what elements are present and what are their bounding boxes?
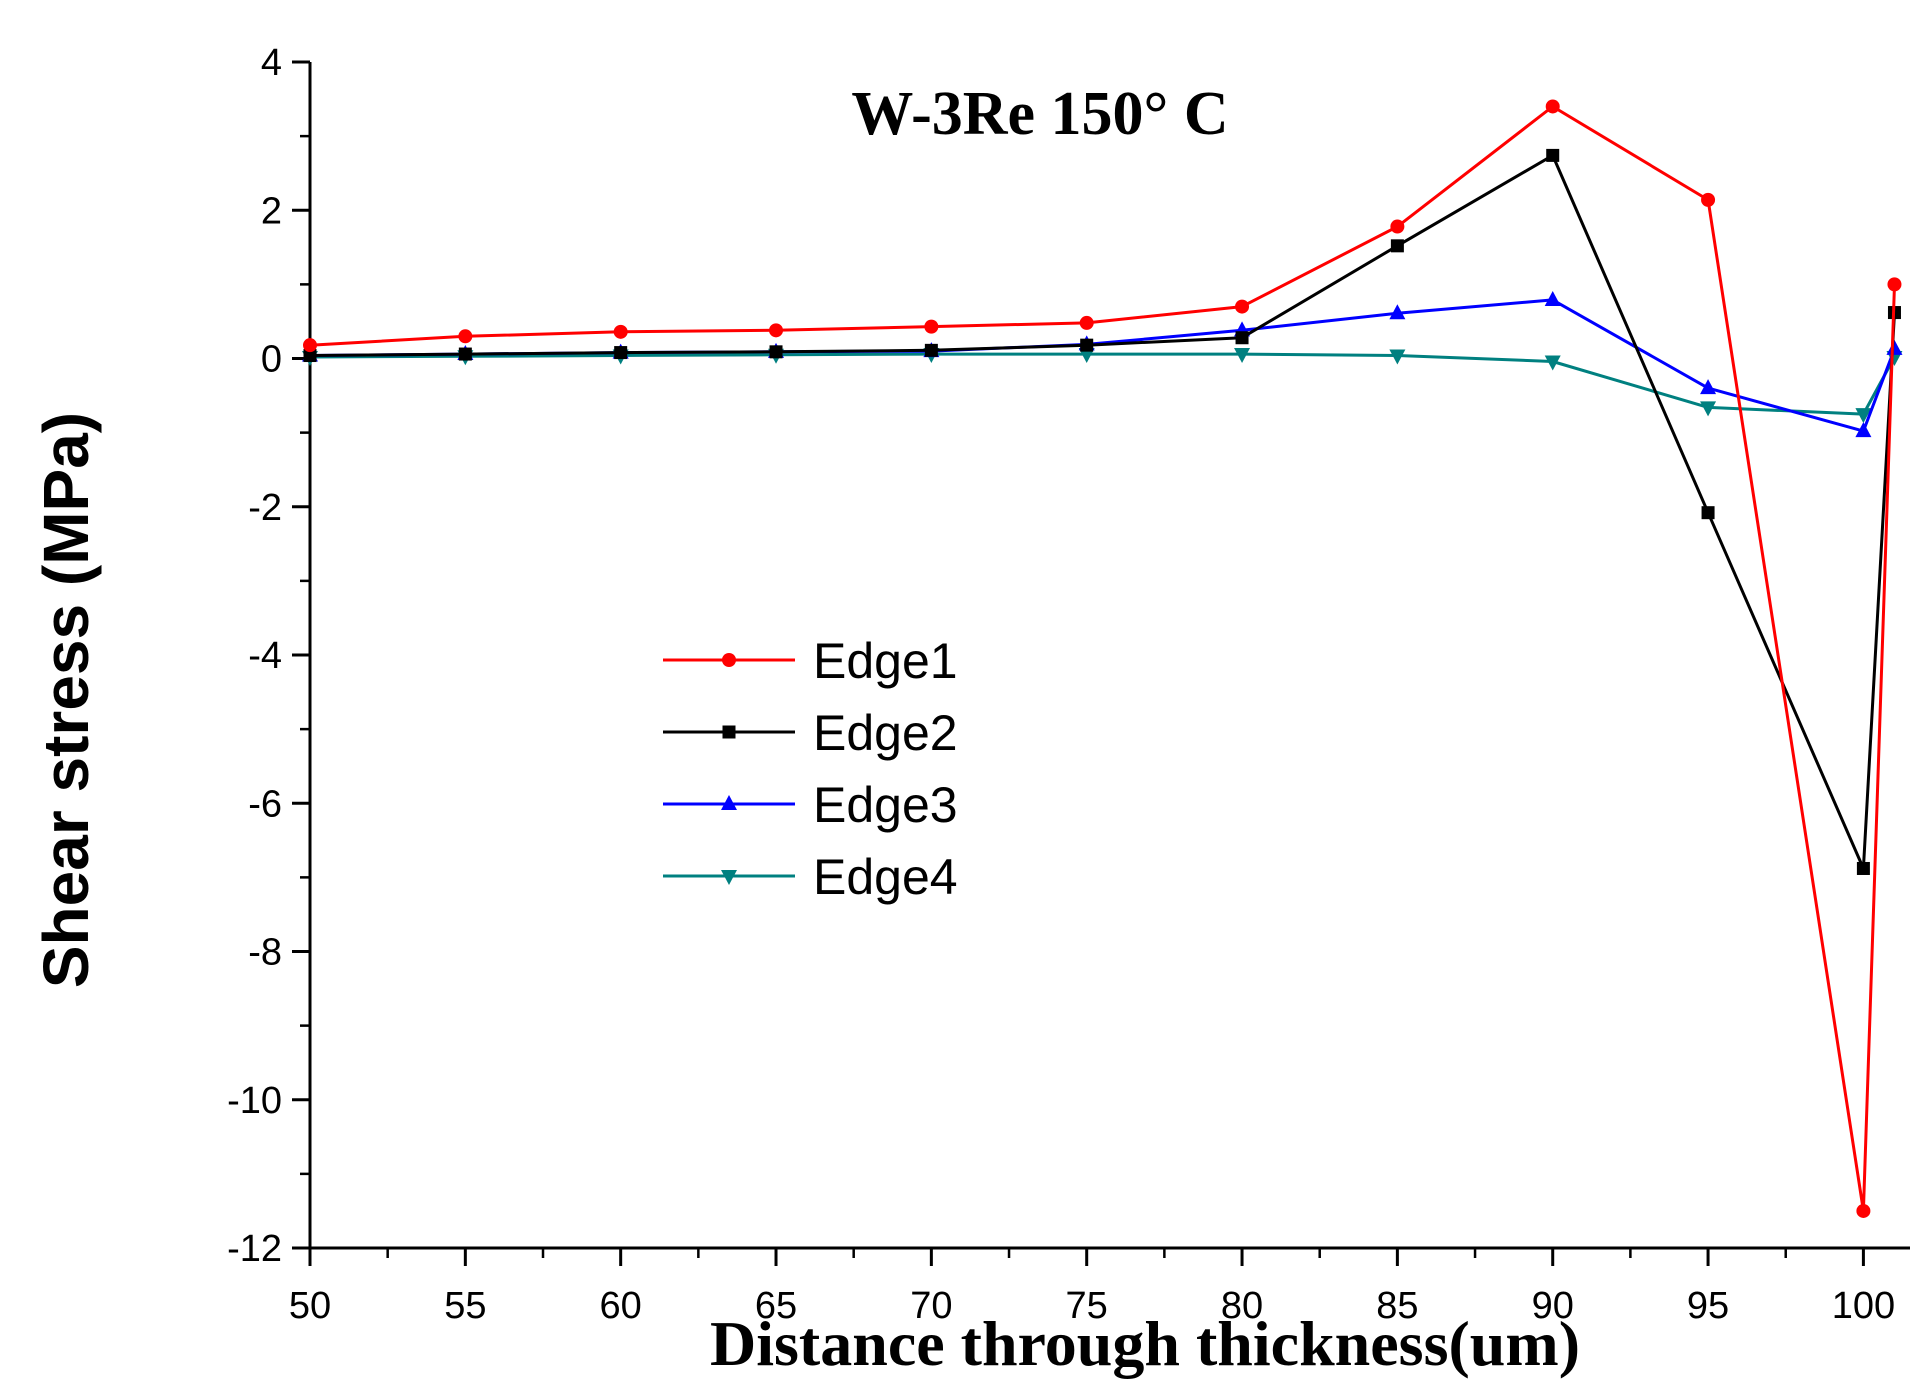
x-tick-label: 50: [289, 1285, 331, 1327]
series-edge3: [302, 290, 1903, 438]
y-tick-label: -2: [248, 487, 282, 529]
x-tick-label: 55: [444, 1285, 486, 1327]
series-edge2: [303, 148, 1901, 875]
legend-label: Edge1: [813, 633, 958, 689]
chart-title: W-3Re 150° C: [851, 80, 1228, 148]
legend-label: Edge2: [813, 705, 958, 761]
x-tick-label: 95: [1687, 1285, 1729, 1327]
data-point: [458, 329, 473, 344]
data-point: [769, 345, 783, 359]
data-point: [1701, 192, 1716, 207]
data-point: [1389, 349, 1406, 365]
series-line: [309, 298, 1896, 433]
y-tick-label: -12: [227, 1228, 282, 1270]
data-point: [1544, 290, 1561, 306]
data-point: [1855, 408, 1872, 424]
data-point: [1545, 99, 1560, 114]
data-point: [924, 343, 938, 357]
series-line: [309, 352, 1896, 416]
data-point: [1235, 299, 1250, 314]
data-point: [1544, 355, 1561, 371]
y-tick-label: -10: [227, 1080, 282, 1122]
data-point: [303, 338, 317, 353]
series-layer: [302, 99, 1903, 1218]
series-line: [309, 105, 1896, 1213]
y-tick-label: -8: [248, 932, 282, 974]
legend: Edge1 Edge2 Edge3 Edge4: [663, 633, 958, 905]
x-tick-label: 70: [910, 1285, 952, 1327]
data-point: [1080, 338, 1094, 352]
data-point: [1235, 331, 1249, 345]
x-tick-label: 85: [1376, 1285, 1418, 1327]
data-point: [303, 349, 317, 363]
data-point: [1701, 506, 1715, 520]
data-point: [1700, 379, 1717, 395]
y-tick-label: 0: [261, 339, 282, 381]
data-point: [769, 323, 784, 338]
series-edge4: [302, 348, 1903, 424]
series-line: [309, 153, 1896, 870]
data-point: [1856, 861, 1870, 875]
data-point: [1234, 348, 1251, 364]
data-point: [1887, 277, 1902, 292]
x-tick-label: 65: [755, 1285, 797, 1327]
x-axis-label: Distance through thickness(um): [710, 1308, 1580, 1379]
data-point: [1856, 1203, 1871, 1218]
legend-marker: [721, 870, 737, 885]
y-axis-label: Shear stress (MPa): [30, 412, 102, 988]
legend-item-edge3: Edge3: [663, 777, 958, 833]
legend-marker: [721, 795, 737, 810]
legend-marker: [722, 725, 736, 739]
data-point: [1078, 348, 1095, 364]
y-tick-label: 4: [261, 42, 282, 84]
data-point: [613, 324, 628, 339]
data-point: [1886, 339, 1903, 355]
axes: 50 55 60 65 70 75 80 85 90 95 100 4 2 0 -2 -4 -6 -8 -10 -12: [227, 42, 1910, 1327]
data-point: [614, 346, 628, 360]
y-tick-label: 2: [261, 190, 282, 232]
x-tick-label: 80: [1221, 1285, 1263, 1327]
x-tick-label: 60: [600, 1285, 642, 1327]
legend-item-edge2: Edge2: [663, 705, 958, 761]
x-tick-label: 100: [1832, 1285, 1895, 1327]
data-point: [1546, 148, 1560, 162]
y-tick-label: -4: [248, 635, 282, 677]
legend-item-edge4: Edge4: [663, 849, 958, 905]
data-point: [1700, 401, 1717, 417]
data-point: [924, 319, 939, 334]
data-point: [1389, 304, 1406, 320]
legend-item-edge1: Edge1: [663, 633, 958, 689]
y-tick-label: -6: [248, 783, 282, 825]
legend-marker: [722, 653, 736, 667]
data-point: [1390, 239, 1404, 253]
series-edge1: [303, 99, 1902, 1218]
data-point: [1855, 422, 1872, 438]
data-point: [1390, 219, 1405, 234]
legend-label: Edge3: [813, 777, 958, 833]
data-point: [458, 347, 472, 361]
data-point: [1079, 315, 1094, 330]
x-tick-label: 75: [1066, 1285, 1108, 1327]
x-tick-label: 90: [1532, 1285, 1574, 1327]
legend-label: Edge4: [813, 849, 958, 905]
